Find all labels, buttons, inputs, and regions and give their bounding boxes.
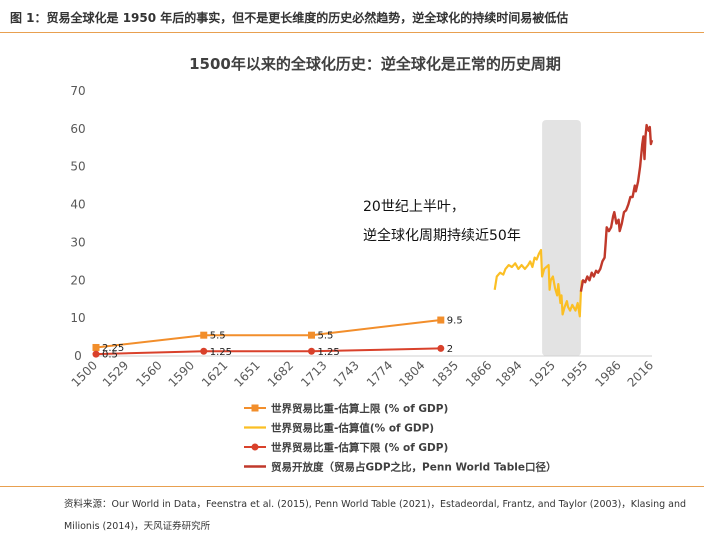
data-point-square (92, 343, 100, 351)
x-axis: 1500 1529 1560 1590 1621 1651 1682 1713 1743 1774… (69, 355, 656, 390)
source-rule (0, 486, 704, 487)
x-tick-label: 1866 (463, 358, 494, 389)
data-point-square (308, 331, 316, 339)
y-tick-label: 0 (74, 349, 82, 363)
y-tick-label: 50 (70, 160, 85, 174)
y-tick-label: 20 (70, 273, 85, 287)
x-tick-label: 1713 (298, 358, 329, 389)
data-label: 5.5 (318, 331, 334, 342)
series-line (579, 123, 654, 292)
x-tick-label: 1682 (265, 358, 296, 389)
data-point-circle (437, 344, 445, 352)
data-point-circle (308, 347, 316, 355)
x-tick-label: 1835 (430, 358, 461, 389)
x-tick-label: 2016 (625, 358, 656, 389)
data-label: 0.5 (102, 350, 118, 361)
x-tick-label: 1529 (100, 358, 131, 389)
y-tick-label: 60 (70, 122, 85, 136)
legend-label: 世界贸易比重-估算值(% of GDP) (271, 422, 434, 435)
x-tick-label: 1774 (364, 358, 395, 389)
source-note: 资料来源：Our World in Data，Feenstra et al. (… (64, 499, 687, 532)
x-tick-label: 1560 (133, 358, 164, 389)
data-label: 1.25 (210, 347, 232, 358)
data-label: 2 (447, 344, 453, 355)
y-tick-label: 30 (70, 235, 85, 249)
legend-label: 世界贸易比重-估算下限 (% of GDP) (271, 441, 448, 454)
data-point-circle (200, 347, 208, 355)
x-tick-label: 1743 (330, 358, 361, 389)
series-line (95, 319, 441, 349)
x-tick-label: 1925 (527, 358, 558, 389)
y-tick-label: 70 (70, 84, 85, 98)
x-tick-label: 1986 (592, 358, 623, 389)
y-tick-label: 40 (70, 198, 85, 212)
legend-label: 贸易开放度（贸易占GDP之比，Penn World Table口径） (271, 461, 556, 474)
y-tick-label: 10 (70, 311, 85, 325)
data-label: 1.25 (318, 347, 340, 358)
legend-marker-circle (251, 443, 259, 451)
legend: 世界贸易比重-估算上限 (% of GDP) 世界贸易比重-估算值(% of GD… (244, 402, 556, 474)
series-line (95, 347, 441, 356)
x-tick-label: 1894 (493, 358, 524, 389)
series-group: 2.25 5.5 5.5 9.5 0.5 1.25 1.25 2 (92, 123, 654, 361)
chart: 1500年以来的全球化历史：逆全球化是正常的历史周期 0 10 20 30 40 50 60… (69, 55, 656, 474)
annotation: 20世纪上半叶， 逆全球化周期持续近50年 (363, 199, 521, 244)
data-point-square (437, 316, 445, 324)
legend-label: 世界贸易比重-估算上限 (% of GDP) (271, 402, 448, 415)
x-tick-label: 1651 (231, 358, 262, 389)
figure-caption: 图 1：贸易全球化是 1950 年后的事实，但不是更长维度的历史必然趋势，逆全球… (10, 11, 569, 25)
x-tick-label: 1590 (166, 358, 197, 389)
data-label: 5.5 (210, 331, 226, 342)
annotation-line: 逆全球化周期持续近50年 (363, 227, 521, 244)
shaded-deglobalization-band (542, 120, 581, 356)
x-tick-label: 1621 (199, 358, 230, 389)
x-tick-label: 1804 (396, 358, 427, 389)
y-axis: 0 10 20 30 40 50 60 70 (70, 84, 85, 363)
series-line (493, 248, 584, 318)
x-tick-label: 1955 (559, 358, 590, 389)
data-point-circle (92, 350, 100, 358)
annotation-line: 20世纪上半叶， (363, 199, 465, 215)
data-label: 2.25 (102, 343, 124, 354)
legend-marker-square (251, 404, 259, 412)
data-label: 9.5 (447, 316, 463, 327)
caption-rule (0, 32, 704, 33)
data-point-square (200, 331, 208, 339)
chart-title: 1500年以来的全球化历史：逆全球化是正常的历史周期 (189, 55, 561, 73)
